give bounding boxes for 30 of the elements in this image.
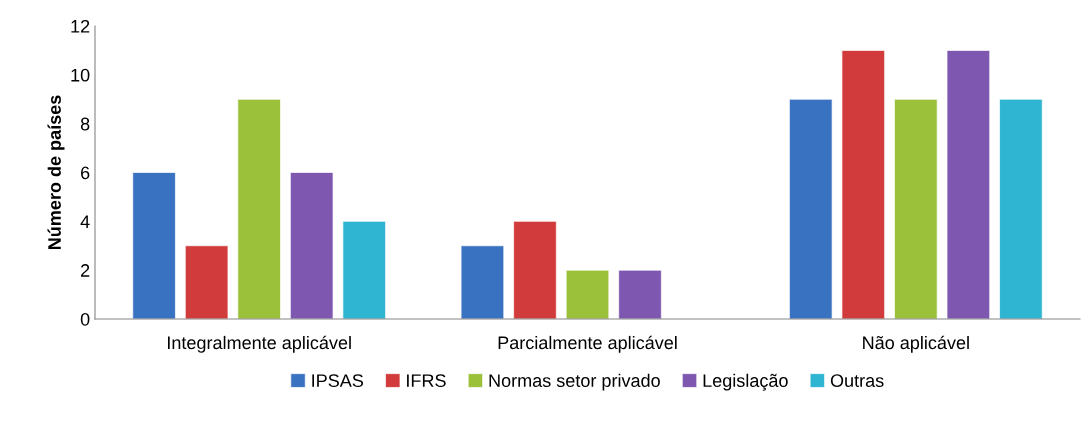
bar [513, 220, 557, 319]
bar [184, 245, 229, 319]
y-axis-title: Número de países [47, 95, 65, 250]
y-tick-label: 0 [80, 312, 90, 326]
bar [618, 269, 662, 319]
bar [460, 245, 505, 319]
bar [290, 172, 334, 319]
y-tick-label: 6 [81, 166, 90, 180]
y-tick-label: 2 [81, 264, 90, 277]
x-tick-label: Parcialmente aplicável [498, 335, 677, 353]
bar [894, 98, 938, 319]
bar [841, 50, 885, 319]
y-tick-label: 8 [80, 117, 90, 131]
bar [342, 220, 386, 319]
y-tick-label: 10 [71, 68, 90, 82]
x-tick-label: Não aplicável [863, 335, 969, 353]
bar [237, 98, 281, 319]
bar [946, 50, 991, 319]
bar [132, 172, 176, 319]
bar [999, 98, 1043, 319]
bar [789, 98, 833, 319]
x-tick-label: Integralmente aplicável [168, 335, 351, 353]
legend-label: Legislação [703, 373, 788, 391]
legend-label: Outras [830, 374, 884, 387]
bar [565, 269, 610, 319]
legend-label: Normas setor privado [489, 373, 660, 391]
y-tick-label: 12 [71, 19, 90, 33]
y-tick-label: 4 [80, 215, 90, 228]
legend-label: IFRS [407, 374, 446, 387]
legend-label: IPSAS [312, 374, 364, 387]
